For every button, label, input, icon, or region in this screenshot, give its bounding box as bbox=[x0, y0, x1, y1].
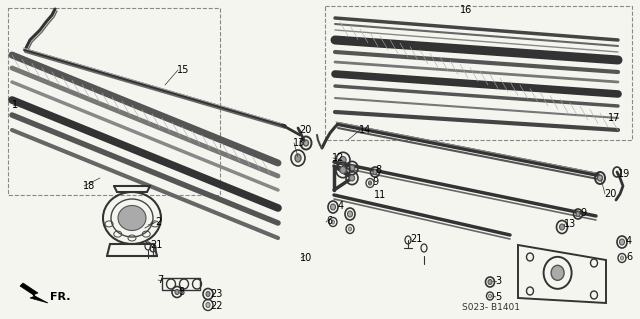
Text: 6: 6 bbox=[326, 216, 332, 226]
Ellipse shape bbox=[551, 265, 564, 280]
Ellipse shape bbox=[621, 256, 623, 260]
Bar bbox=[8, 8, 220, 195]
Ellipse shape bbox=[175, 290, 179, 294]
Text: 5: 5 bbox=[495, 292, 501, 302]
Text: 12: 12 bbox=[332, 153, 344, 163]
Ellipse shape bbox=[620, 239, 625, 245]
Ellipse shape bbox=[340, 157, 346, 164]
Text: 21: 21 bbox=[150, 240, 163, 250]
Text: 7: 7 bbox=[157, 275, 163, 285]
Text: 1: 1 bbox=[12, 100, 18, 110]
Ellipse shape bbox=[348, 211, 353, 217]
Text: 4: 4 bbox=[626, 236, 632, 246]
Text: S023- B1401: S023- B1401 bbox=[462, 303, 520, 313]
Ellipse shape bbox=[349, 175, 355, 181]
Text: 9: 9 bbox=[372, 177, 378, 187]
Text: 3: 3 bbox=[495, 276, 501, 286]
Ellipse shape bbox=[206, 292, 210, 296]
Text: 17: 17 bbox=[608, 113, 620, 123]
Text: 13: 13 bbox=[564, 219, 576, 229]
Bar bbox=[162, 278, 200, 290]
Ellipse shape bbox=[349, 227, 351, 231]
Text: 15: 15 bbox=[177, 65, 189, 75]
Text: 2: 2 bbox=[155, 217, 161, 227]
Ellipse shape bbox=[598, 175, 602, 181]
Ellipse shape bbox=[369, 181, 371, 185]
Ellipse shape bbox=[206, 302, 210, 308]
Text: FR.: FR. bbox=[50, 292, 70, 302]
Bar bbox=[325, 6, 632, 140]
Ellipse shape bbox=[340, 167, 346, 174]
Text: 10: 10 bbox=[300, 253, 312, 263]
Ellipse shape bbox=[118, 205, 146, 231]
Ellipse shape bbox=[330, 204, 335, 210]
Text: 20: 20 bbox=[604, 189, 616, 199]
Text: 19: 19 bbox=[618, 169, 630, 179]
Text: 16: 16 bbox=[460, 5, 472, 15]
Text: 22: 22 bbox=[210, 301, 223, 311]
Text: 11: 11 bbox=[374, 190, 387, 200]
Text: 8: 8 bbox=[375, 165, 381, 175]
Text: 8: 8 bbox=[178, 287, 184, 297]
Text: 9: 9 bbox=[580, 208, 586, 218]
Text: 13: 13 bbox=[293, 138, 305, 148]
Text: 6: 6 bbox=[626, 252, 632, 262]
Ellipse shape bbox=[373, 169, 377, 174]
Ellipse shape bbox=[295, 154, 301, 162]
Text: 21: 21 bbox=[410, 234, 422, 244]
Text: 23: 23 bbox=[210, 289, 222, 299]
Ellipse shape bbox=[303, 140, 308, 146]
Text: 18: 18 bbox=[83, 181, 95, 191]
Polygon shape bbox=[20, 283, 48, 303]
Text: 20: 20 bbox=[299, 125, 312, 135]
Ellipse shape bbox=[559, 224, 564, 230]
Ellipse shape bbox=[488, 279, 492, 285]
Text: 14: 14 bbox=[359, 125, 371, 135]
Ellipse shape bbox=[576, 211, 580, 217]
Ellipse shape bbox=[349, 165, 355, 171]
Ellipse shape bbox=[488, 294, 492, 298]
Text: 4: 4 bbox=[338, 201, 344, 211]
Ellipse shape bbox=[332, 220, 335, 224]
